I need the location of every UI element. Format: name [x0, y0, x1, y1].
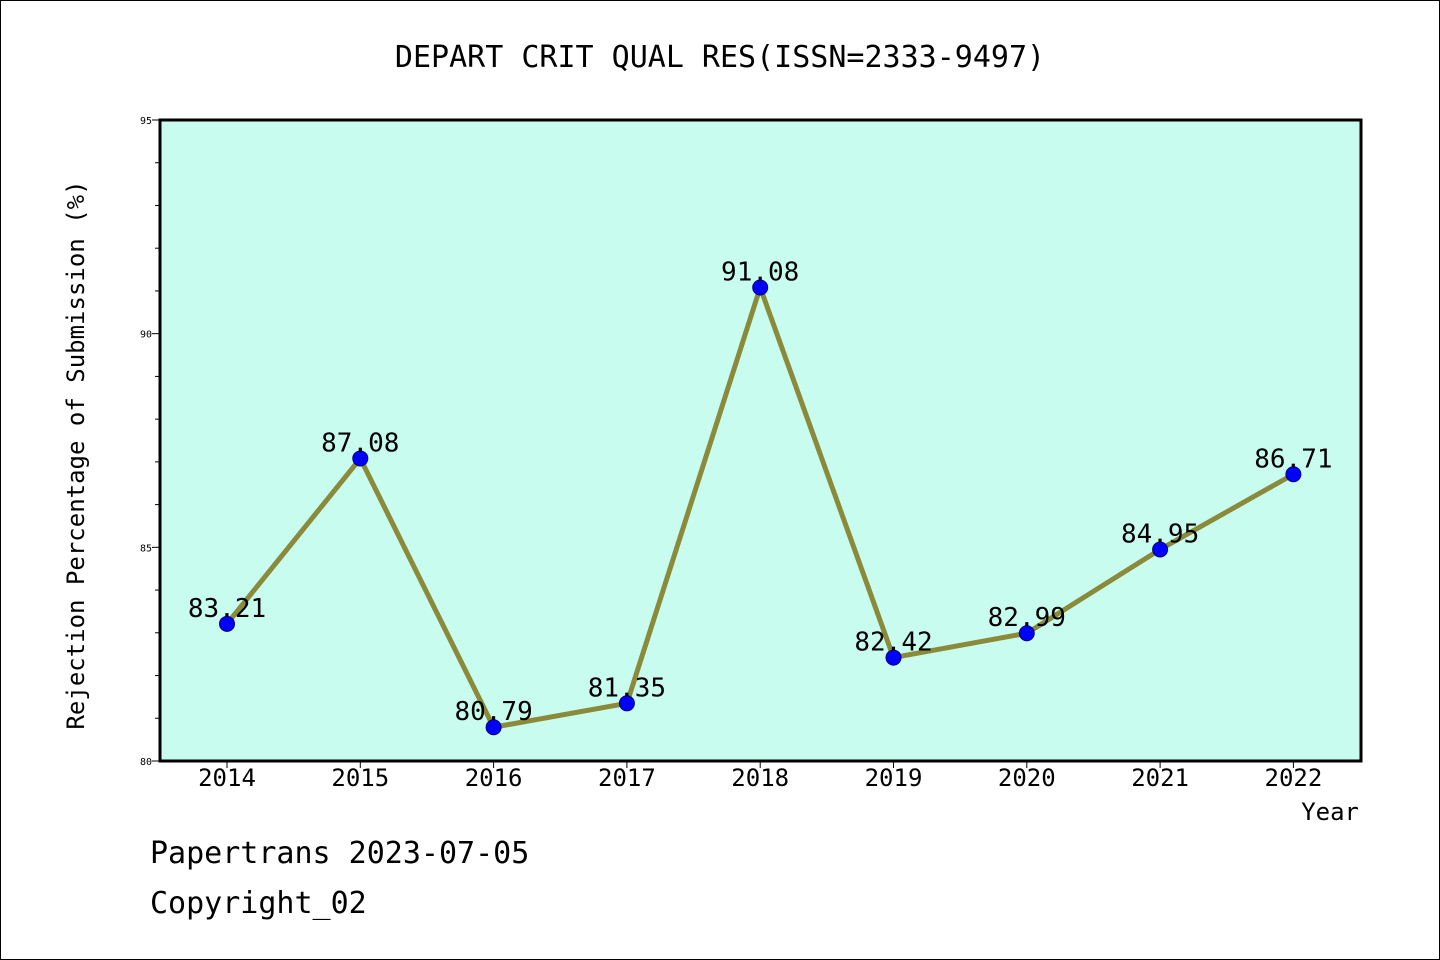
y-tick-label: 80: [140, 757, 152, 768]
data-point-2018: [752, 279, 769, 296]
x-tick-label: 2016: [465, 764, 523, 792]
plot-area: [158, 118, 1363, 763]
footer-line-2: Copyright_02: [150, 886, 367, 921]
data-point-2014: [219, 615, 235, 632]
data-point-2019: [885, 649, 902, 666]
chart-title: DEPART CRIT QUAL RES(ISSN=2333-9497): [395, 40, 1045, 75]
data-label-2022: 86.71: [1254, 444, 1332, 474]
x-tick-label: 2014: [198, 764, 256, 792]
data-label-2017: 81.35: [588, 673, 666, 703]
data-point-2016: [485, 719, 502, 736]
x-axis-label: Year: [1301, 798, 1359, 826]
y-tick-label: 90: [140, 330, 152, 341]
x-tick-label: 2022: [1265, 764, 1323, 792]
data-point-2021: [1152, 541, 1169, 558]
data-label-2015: 87.08: [321, 428, 399, 458]
x-tick-label: 2019: [865, 764, 923, 792]
data-point-2015: [352, 450, 369, 467]
x-tick-label: 2017: [598, 764, 656, 792]
y-axis-label: Rejection Percentage of Submission (%): [62, 180, 90, 729]
y-tick-label: 95: [140, 116, 152, 127]
data-markers: [219, 279, 1302, 736]
x-tick-label: 2021: [1131, 764, 1189, 792]
data-label-2019: 82.42: [854, 628, 932, 658]
data-point-2022: [1285, 466, 1302, 483]
data-point-2017: [618, 695, 635, 712]
y-axis: 80 85 90 95: [140, 116, 160, 768]
x-tick-label: 2015: [331, 764, 389, 792]
footer-line-1: Papertrans 2023-07-05: [150, 836, 530, 871]
x-tick-label: 2018: [731, 764, 789, 792]
y-tick-label: 85: [140, 543, 152, 554]
data-label-2018: 91.08: [721, 258, 799, 288]
data-labels: 83.21 87.08 80.79 81.35 91.08 82.42 82.99 84.95…: [188, 258, 1333, 728]
x-tick-label: 2020: [998, 764, 1056, 792]
data-point-2020: [1018, 625, 1035, 642]
data-label-2020: 82.99: [988, 603, 1066, 633]
data-label-2016: 80.79: [454, 697, 532, 727]
data-label-2014: 83.21: [188, 594, 266, 624]
x-axis: 2014 2015 2016 2017 2018 2019 2020 2021 2022: [198, 761, 1322, 792]
data-label-2021: 84.95: [1121, 519, 1199, 549]
